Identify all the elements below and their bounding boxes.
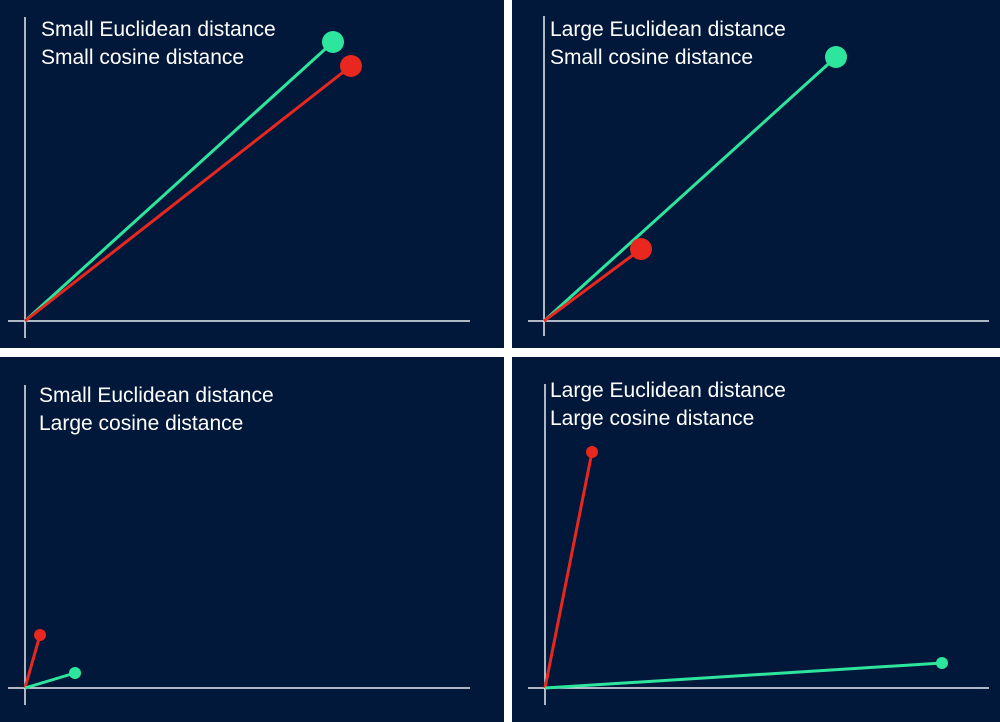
panel-caption: Large Euclidean distance Small cosine di… — [550, 16, 786, 72]
green-point — [69, 667, 81, 679]
green-vector — [542, 55, 838, 323]
green-point — [322, 31, 344, 53]
red-vector — [23, 634, 42, 689]
caption-line-cosine: Large cosine distance — [550, 407, 755, 430]
caption-line-cosine: Small cosine distance — [41, 46, 245, 69]
vector-plot — [528, 384, 989, 705]
red-point — [630, 238, 652, 260]
green-vector — [544, 661, 943, 690]
caption-line-cosine: Small cosine distance — [550, 46, 754, 69]
red-vector — [24, 64, 352, 323]
caption-line-euclidean: Small Euclidean distance — [41, 18, 276, 41]
green-point — [936, 657, 948, 669]
red-point — [340, 55, 362, 77]
panel-small-euclid-small-cosine: Small Euclidean distance Small cosine di… — [0, 0, 504, 348]
panel-large-euclid-large-cosine: Large Euclidean distance Large cosine di… — [512, 357, 1000, 722]
caption-line-euclidean: Large Euclidean distance — [550, 18, 786, 41]
panel-caption: Small Euclidean distance Large cosine di… — [39, 382, 274, 438]
caption-line-cosine: Large cosine distance — [39, 412, 244, 435]
panel-caption: Large Euclidean distance Large cosine di… — [550, 377, 786, 433]
red-vector — [543, 451, 594, 689]
red-point — [586, 446, 598, 458]
caption-line-euclidean: Small Euclidean distance — [39, 384, 274, 407]
green-point — [825, 46, 847, 68]
vector-plot — [528, 16, 989, 336]
panel-small-euclid-large-cosine: Small Euclidean distance Large cosine di… — [0, 357, 504, 722]
green-vector — [23, 40, 335, 323]
vector-plot — [8, 17, 470, 338]
caption-line-euclidean: Large Euclidean distance — [550, 379, 786, 402]
vector-plot — [8, 385, 470, 705]
panel-large-euclid-small-cosine: Large Euclidean distance Small cosine di… — [512, 0, 1000, 348]
panel-caption: Small Euclidean distance Small cosine di… — [41, 16, 276, 72]
red-point — [34, 629, 46, 641]
green-vector — [24, 671, 76, 690]
red-vector — [543, 247, 642, 323]
